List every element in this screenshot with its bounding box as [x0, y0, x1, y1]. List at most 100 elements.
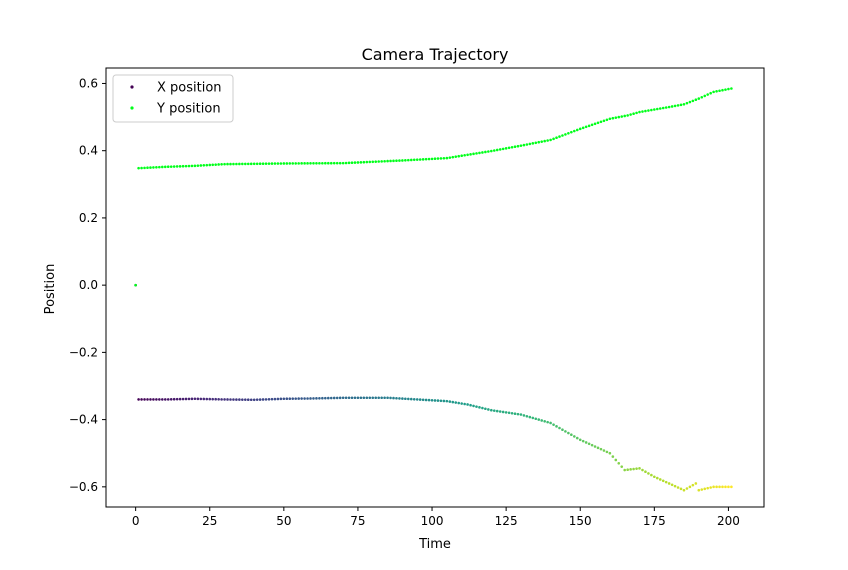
x-position-point: [383, 396, 386, 400]
y-position-point: [661, 106, 665, 110]
x-position-point: [454, 401, 458, 404]
y-position-point: [590, 123, 594, 127]
x-position-point: [327, 396, 330, 400]
x-position-point: [264, 398, 268, 401]
y-position-point: [546, 139, 549, 142]
x-position-point: [549, 421, 552, 425]
y-position-point: [587, 124, 591, 128]
y-position-point: [617, 115, 621, 119]
x-position-point: [163, 398, 167, 401]
y-position-point: [329, 161, 333, 165]
x-position-point: [178, 397, 182, 401]
x-tick-label: 0: [132, 514, 140, 528]
y-position-point: [691, 99, 695, 103]
x-position-point: [152, 398, 155, 401]
y-position-point: [350, 161, 354, 165]
x-position-point: [617, 462, 621, 465]
x-position-point: [623, 468, 626, 472]
x-position-point: [409, 397, 413, 401]
y-position-point: [647, 109, 650, 112]
y-position-point: [549, 138, 552, 142]
y-position-point: [297, 162, 300, 165]
y-position-point: [673, 104, 677, 108]
plot-area: [134, 87, 733, 492]
y-position-point: [421, 158, 425, 161]
x-position-point: [685, 487, 689, 490]
y-position-point: [602, 119, 606, 123]
x-position-point: [232, 398, 235, 401]
x-position-point: [279, 397, 283, 401]
x-position-point: [172, 397, 176, 401]
y-position-point: [457, 154, 461, 158]
y-position-point: [359, 161, 363, 164]
y-position-point: [223, 162, 226, 166]
x-position-point: [620, 465, 624, 468]
x-position-point: [332, 396, 336, 400]
y-position-point: [226, 162, 229, 166]
x-position-point: [543, 419, 546, 423]
x-position-point: [374, 396, 378, 400]
x-position-point: [288, 397, 292, 401]
y-position-point: [324, 161, 327, 165]
y-position-point: [137, 166, 140, 170]
x-position-point: [285, 397, 289, 401]
x-position-point: [158, 398, 161, 401]
y-position-point: [593, 122, 597, 126]
x-position-point: [436, 399, 440, 402]
x-position-point: [190, 397, 194, 401]
x-position-point: [161, 398, 164, 401]
x-position-point: [300, 397, 303, 400]
y-tick-label: −0.4: [69, 413, 98, 427]
x-position-point: [614, 458, 618, 462]
x-position-point: [303, 397, 306, 400]
x-position-point: [629, 468, 632, 471]
x-position-point: [478, 406, 481, 409]
x-position-point: [575, 436, 579, 440]
y-position-point: [641, 110, 644, 113]
y-position-point: [658, 107, 662, 110]
y-position-point: [404, 158, 407, 162]
y-position-point: [463, 153, 466, 157]
y-axis: −0.6 −0.4 −0.2 0.0 0.2 0.4 0.6: [69, 76, 106, 494]
y-position-point: [202, 164, 206, 167]
x-position-point: [650, 473, 653, 477]
x-position-point: [641, 468, 644, 472]
x-position-point: [463, 402, 466, 406]
y-position-point: [584, 125, 588, 129]
y-position-point: [667, 105, 671, 109]
y-position-point: [703, 94, 707, 98]
y-position-point: [152, 166, 155, 169]
y-position-point: [623, 114, 626, 118]
x-position-point: [635, 467, 638, 470]
x-position-point: [492, 409, 496, 412]
x-position-point: [451, 400, 455, 404]
x-position-point: [350, 396, 354, 400]
x-position-point: [433, 399, 437, 402]
x-position-point: [238, 398, 241, 401]
y-position-point: [626, 114, 629, 117]
y-position-point: [312, 162, 315, 165]
y-position-point: [398, 159, 401, 162]
y-position-point: [412, 158, 416, 162]
x-position-point: [457, 401, 461, 405]
x-position-point: [166, 398, 170, 401]
x-position-point: [581, 439, 585, 443]
x-position-point: [460, 402, 463, 405]
y-position-point: [392, 159, 395, 163]
legend: X position Y position: [112, 74, 234, 123]
y-position-point: [694, 98, 698, 102]
y-position-point: [386, 159, 389, 163]
y-position-point: [327, 161, 330, 165]
y-tick-label: 0.6: [79, 76, 98, 90]
x-position-point: [312, 397, 315, 400]
x-position-point: [599, 447, 603, 451]
y-position-point: [365, 160, 369, 164]
x-position-point: [596, 446, 600, 450]
x-position-point: [611, 455, 615, 458]
y-position-point: [401, 159, 404, 162]
x-position-point: [229, 398, 232, 401]
x-tick-label: 25: [202, 514, 217, 528]
y-tick-label: −0.6: [69, 480, 98, 494]
y-position-point: [229, 162, 232, 166]
y-position-point: [341, 161, 345, 165]
